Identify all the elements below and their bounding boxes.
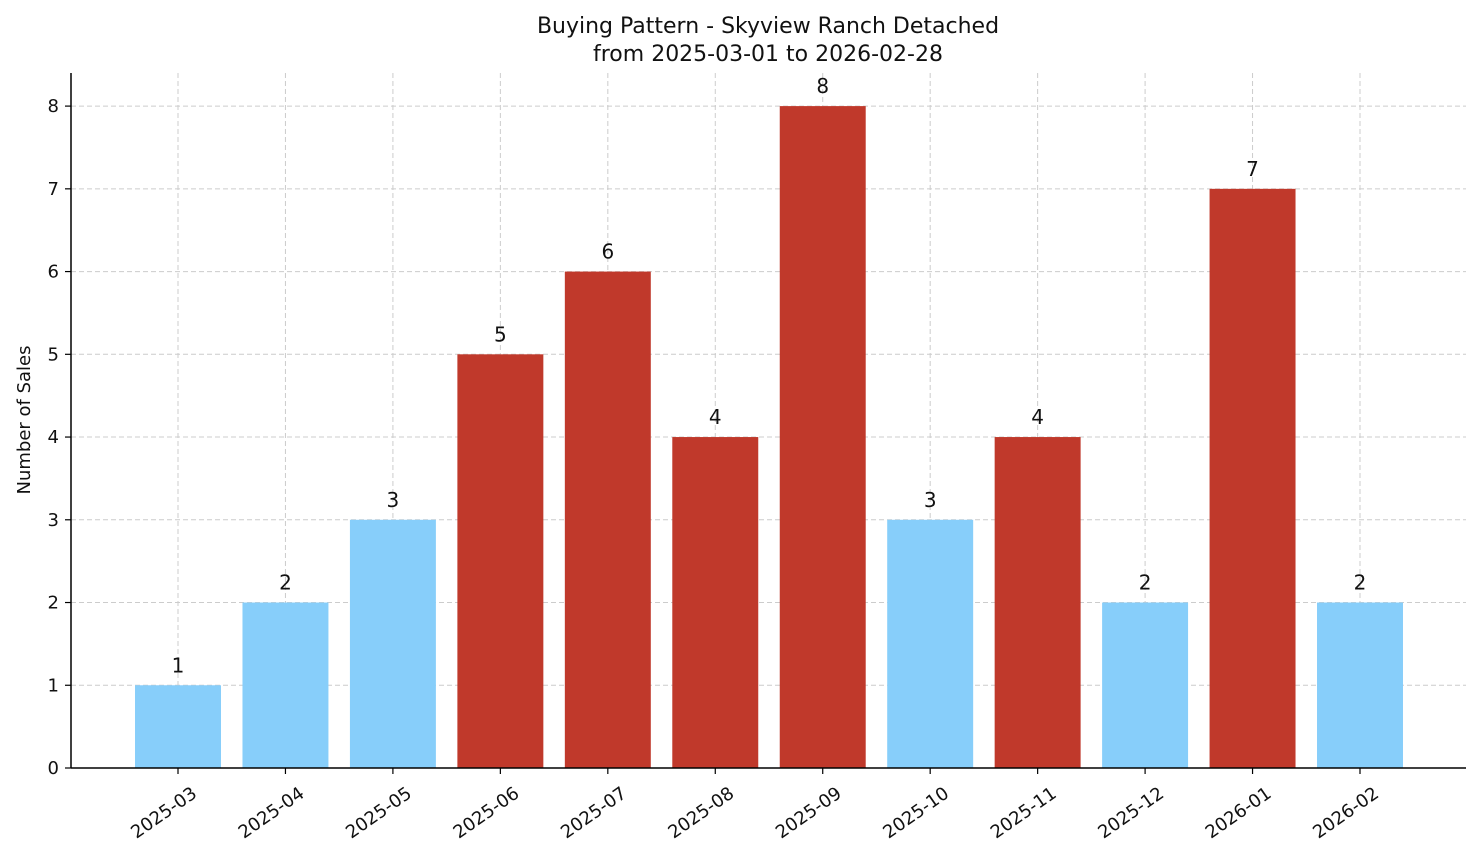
data-label-2026-02: 2: [1354, 571, 1367, 595]
x-tick-label: 2025-04: [235, 783, 309, 843]
bar-2026-02: [1317, 602, 1403, 768]
x-tick-label: 2026-01: [1202, 783, 1276, 843]
x-tick-label: 2025-03: [127, 783, 201, 843]
x-ticks: 2025-03 2025-04 2025-05 2025-06 2025-07 2025-…: [127, 768, 1383, 843]
y-axis-label: Number of Sales: [14, 345, 35, 494]
data-label-2025-04: 2: [279, 571, 292, 595]
data-label-2026-01: 7: [1246, 157, 1259, 181]
bar-2026-01: [1209, 188, 1296, 769]
y-tick-label: 1: [48, 675, 59, 696]
y-ticks: 0 1 2 3 4 5 6 7 8: [48, 96, 71, 779]
data-label-2025-09: 8: [816, 74, 829, 98]
bar-2025-12: [1102, 602, 1189, 768]
data-label-2025-10: 3: [924, 488, 937, 512]
y-tick-label: 6: [48, 262, 59, 283]
chart-subtitle: from 2025-03-01 to 2026-02-28: [593, 42, 943, 67]
data-label-2025-03: 1: [172, 653, 185, 677]
data-label-2025-12: 2: [1139, 571, 1152, 595]
y-tick-label: 2: [48, 593, 59, 614]
bar-2025-06: [457, 354, 544, 768]
data-label-2025-07: 6: [601, 240, 614, 264]
data-label-2025-05: 3: [387, 488, 400, 512]
bars: [135, 106, 1403, 769]
y-tick-label: 3: [48, 510, 59, 531]
chart-title: Buying Pattern - Skyview Ranch Detached: [537, 14, 999, 39]
x-tick-label: 2025-07: [557, 783, 631, 843]
bar-2025-05: [349, 519, 436, 768]
x-tick-label: 2025-08: [664, 783, 738, 843]
x-tick-label: 2025-06: [450, 783, 524, 843]
bar-2025-11: [994, 437, 1081, 768]
data-labels: 1 2 3 5 6 4 8 3 4 2 7 2: [172, 74, 1367, 677]
data-label-2025-11: 4: [1031, 405, 1044, 429]
y-tick-label: 7: [48, 179, 59, 200]
y-tick-label: 8: [48, 96, 59, 117]
x-tick-label: 2025-09: [772, 783, 846, 843]
bar-2025-04: [242, 602, 329, 768]
x-tick-label: 2025-10: [879, 783, 953, 843]
y-tick-label: 0: [48, 758, 59, 779]
x-tick-label: 2026-02: [1309, 783, 1383, 843]
bar-2025-07: [564, 271, 651, 768]
data-label-2025-06: 5: [494, 322, 507, 346]
bar-2025-09: [779, 106, 866, 769]
data-label-2025-08: 4: [709, 405, 722, 429]
bar-2025-08: [672, 437, 759, 768]
x-tick-label: 2025-11: [987, 783, 1061, 843]
x-tick-label: 2025-05: [342, 783, 416, 843]
bar-2025-03: [135, 685, 221, 768]
x-tick-label: 2025-12: [1094, 783, 1168, 843]
bar-2025-10: [887, 519, 974, 768]
y-tick-label: 4: [48, 427, 59, 448]
y-tick-label: 5: [48, 344, 59, 365]
